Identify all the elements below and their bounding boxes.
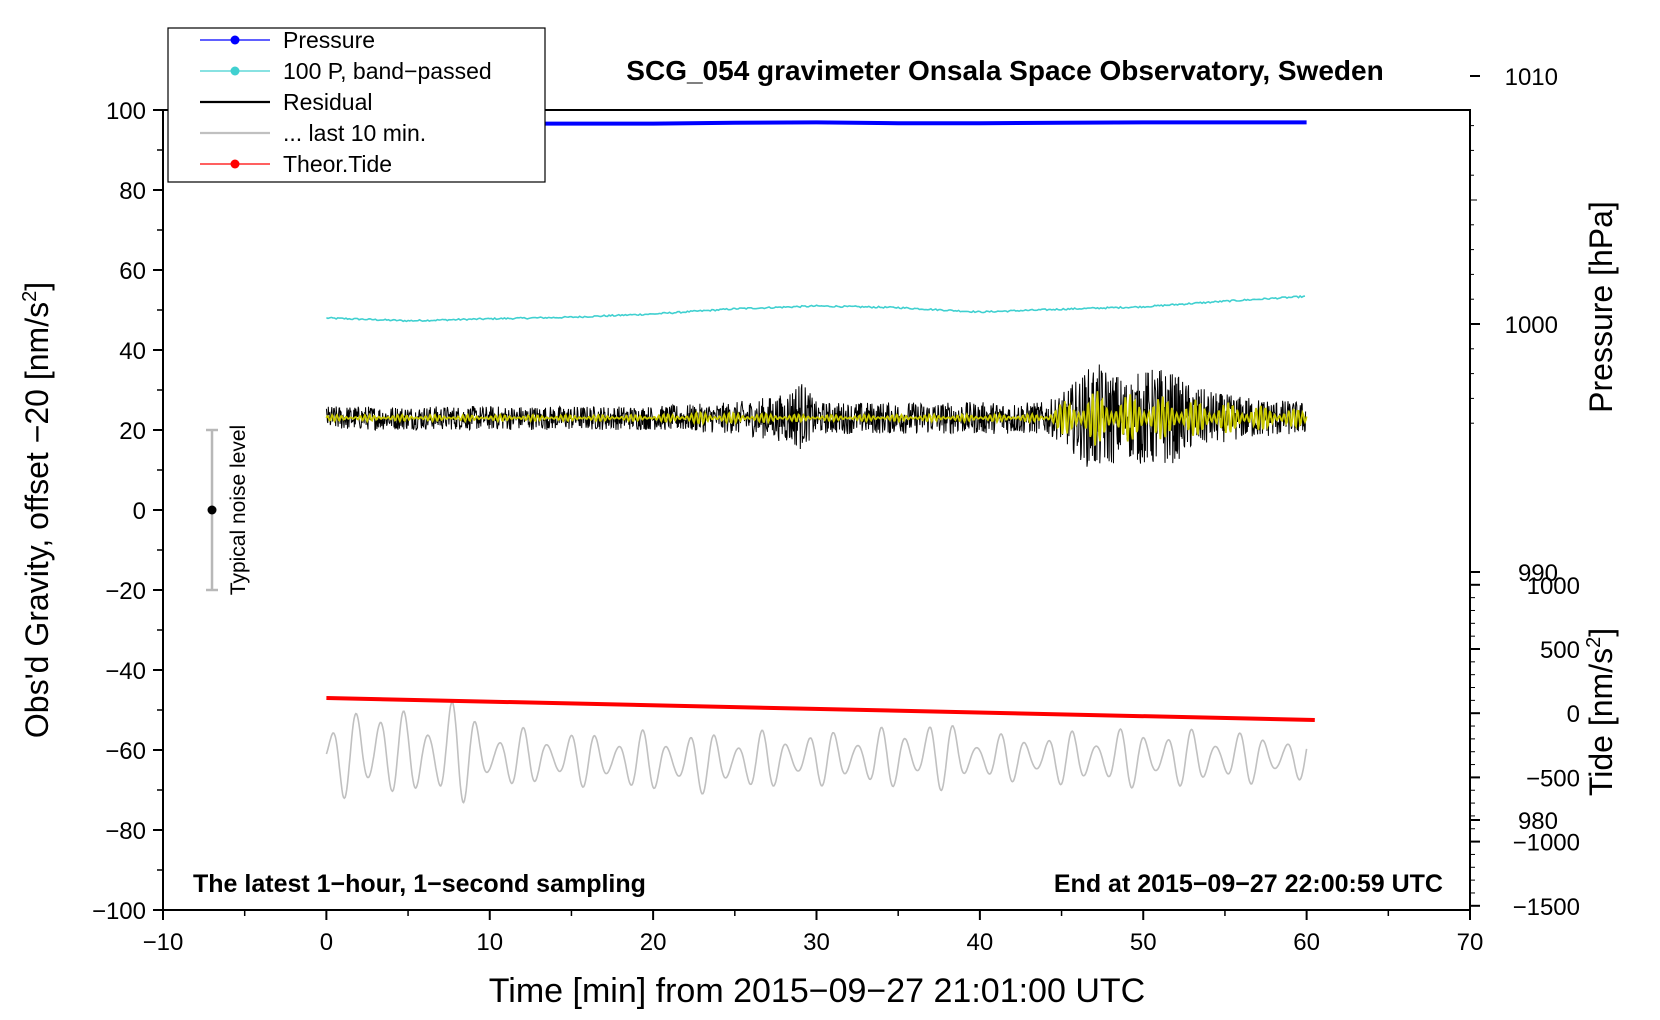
legend-swatch-dot xyxy=(230,66,240,76)
y-tick-label: −100 xyxy=(92,898,146,925)
legend-label: Pressure xyxy=(283,27,375,53)
x-tick-label: 40 xyxy=(967,929,994,956)
pressure-tick-label: 980 xyxy=(1518,808,1558,835)
legend-swatch-dot xyxy=(230,159,240,169)
noise-bar-dot xyxy=(207,505,217,515)
chart-title: SCG_054 gravimeter Onsala Space Observat… xyxy=(626,55,1383,86)
legend-swatch-dot xyxy=(230,35,240,45)
noise-bar-label: Typical noise level xyxy=(227,425,250,595)
tide-tick-label: −500 xyxy=(1526,765,1580,792)
y-axis-left-label: Obs'd Gravity, offset −20 [nm/s2] xyxy=(19,282,55,738)
tide-tick-label: 500 xyxy=(1540,637,1580,664)
legend-items: Pressure 100 P, band−passed Residual ... la… xyxy=(200,27,492,177)
y-tick-label: −40 xyxy=(105,658,146,685)
y-axis-left: −100 −80 −60 −40 −20 0 20 40 60 80 100 xyxy=(92,98,163,925)
y-axis-tide-label: Tide [nm/s2] xyxy=(1583,628,1619,796)
pressure-tick-label: 1000 xyxy=(1505,312,1558,339)
tide-tick-label: −1500 xyxy=(1513,894,1580,921)
y-tick-label: −20 xyxy=(105,578,146,605)
y-axis-tide: −1500 −1000 −500 0 500 1000 xyxy=(1470,573,1580,921)
y-tick-label: 60 xyxy=(119,258,146,285)
annotation-bottom-right: End at 2015−09−27 22:00:59 UTC xyxy=(1054,870,1443,898)
pressure-tick-label: 990 xyxy=(1518,560,1558,587)
x-tick-label: 0 xyxy=(320,929,333,956)
tide-tick-label: 0 xyxy=(1567,701,1580,728)
band-passed-overlay-line xyxy=(325,391,1308,446)
x-tick-label: 20 xyxy=(640,929,667,956)
y-tick-label: 20 xyxy=(119,418,146,445)
tide-label-main: Tide [nm/s xyxy=(1583,648,1619,796)
legend-label: ... last 10 min. xyxy=(283,120,426,146)
y-tick-label: 80 xyxy=(119,178,146,205)
x-axis: −10 0 10 20 30 40 50 60 70 xyxy=(143,910,1484,956)
x-tick-label: 30 xyxy=(803,929,830,956)
series-line-1 xyxy=(326,294,1306,323)
y-tick-label: 0 xyxy=(133,498,146,525)
x-tick-label: 60 xyxy=(1293,929,1320,956)
plot-frame xyxy=(162,109,1471,911)
y-tick-label: −80 xyxy=(105,818,146,845)
x-tick-label: 50 xyxy=(1130,929,1157,956)
tide-tick-label: −1000 xyxy=(1513,830,1580,857)
noise-bar: Typical noise level xyxy=(206,425,250,595)
legend: Pressure 100 P, band−passed Residual ... la… xyxy=(167,27,546,183)
plot-area xyxy=(325,120,1315,804)
legend-label: 100 P, band−passed xyxy=(283,58,492,84)
x-axis-label: Time [min] from 2015−09−27 21:01:00 UTC xyxy=(489,972,1145,1010)
tide-tick-label: 1000 xyxy=(1527,573,1580,600)
y-axis-pressure-label: Pressure [hPa] xyxy=(1583,201,1619,413)
series-line-4 xyxy=(326,696,1315,722)
tide-label-end: ] xyxy=(1583,628,1619,637)
pressure-tick-label: 1010 xyxy=(1505,64,1558,91)
x-tick-label: 70 xyxy=(1457,929,1484,956)
series-line-0 xyxy=(326,120,1307,126)
tide-label-sup: 2 xyxy=(1583,637,1605,648)
y-tick-label: −60 xyxy=(105,738,146,765)
y-left-label-end: ] xyxy=(19,282,55,291)
legend-label: Theor.Tide xyxy=(283,151,392,177)
series-line-2 xyxy=(325,364,1307,467)
y-tick-label: 100 xyxy=(106,98,146,125)
x-tick-label: 10 xyxy=(476,929,503,956)
y-tick-label: 40 xyxy=(119,338,146,365)
series-line-3 xyxy=(325,700,1308,804)
y-axis-pressure: 9809901000101010201030 xyxy=(1470,64,1558,835)
legend-label: Residual xyxy=(283,89,373,115)
annotation-bottom-left: The latest 1−hour, 1−second sampling xyxy=(193,870,646,898)
x-tick-label: −10 xyxy=(143,929,184,956)
legend-box xyxy=(167,27,546,183)
y-left-label-main: Obs'd Gravity, offset −20 [nm/s xyxy=(19,302,55,738)
y-left-label-sup: 2 xyxy=(19,291,41,302)
